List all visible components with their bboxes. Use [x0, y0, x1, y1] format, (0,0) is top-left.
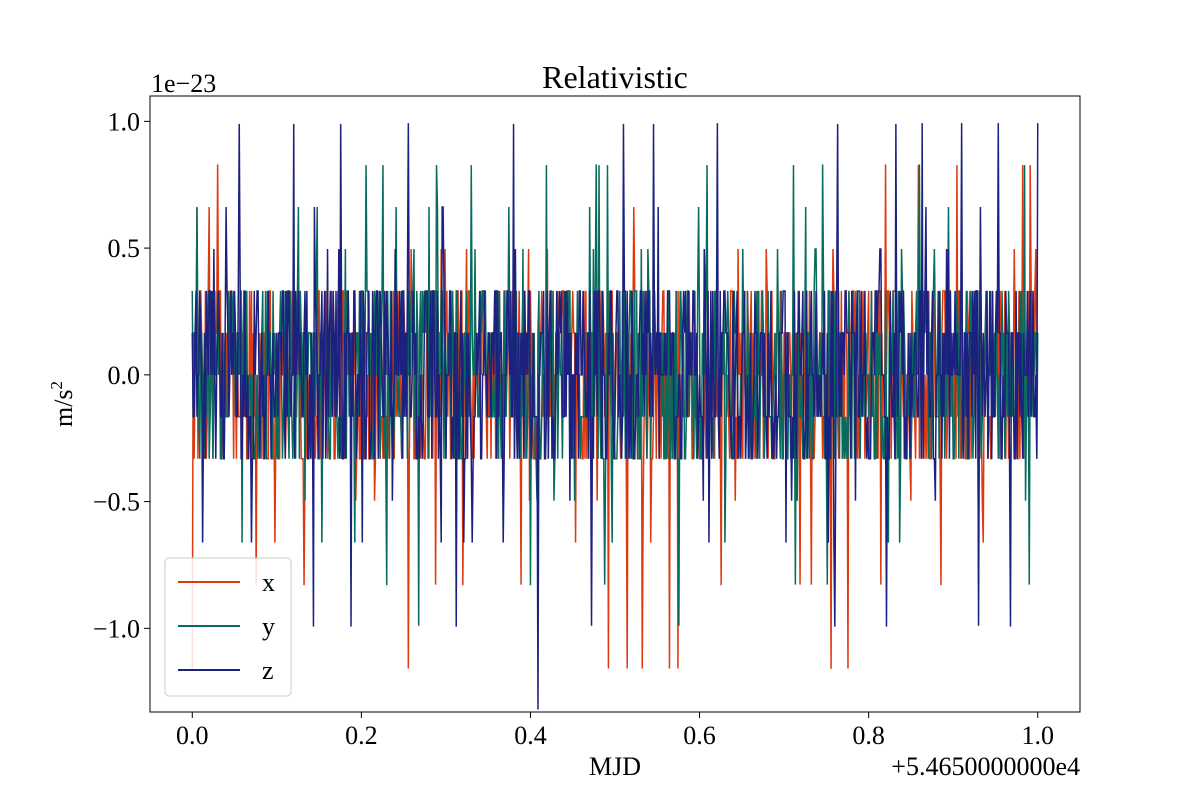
- legend-label-x: x: [262, 568, 275, 597]
- y-tick-label: −0.5: [93, 488, 140, 517]
- x-axis-label: MJD: [589, 752, 641, 781]
- x-tick-label: 0.8: [852, 721, 885, 750]
- x-tick-label: 0.6: [683, 721, 716, 750]
- y-axis-label: m/s2: [47, 381, 78, 427]
- x-axis: 0.0 0.2 0.4 0.6 0.8 1.0: [176, 712, 1054, 750]
- chart-title: Relativistic: [542, 59, 688, 95]
- y-scale-label: 1e−23: [151, 69, 216, 98]
- x-offset-label: +5.4650000000e4: [891, 752, 1080, 781]
- x-tick-label: 0.4: [514, 721, 547, 750]
- y-axis-label-exponent: 2: [47, 381, 66, 390]
- plot-frame: [149, 95, 1081, 713]
- x-tick-label: 0.0: [176, 721, 209, 750]
- series-line-z: [191, 123, 1039, 710]
- x-tick-label: 0.2: [345, 721, 378, 750]
- series-layer: [191, 123, 1039, 710]
- y-tick-label: 0.0: [108, 361, 141, 390]
- y-tick-label: −1.0: [93, 614, 140, 643]
- legend-label-z: z: [262, 656, 274, 685]
- x-tick-label: 1.0: [1021, 721, 1054, 750]
- y-axis-label-unit: m/s: [49, 389, 78, 427]
- y-tick-label: 1.0: [108, 107, 141, 136]
- y-tick-label: 0.5: [108, 234, 141, 263]
- legend-label-y: y: [262, 612, 275, 641]
- y-axis: −1.0 −0.5 0.0 0.5 1.0: [93, 107, 150, 643]
- legend: xyz: [164, 557, 292, 697]
- y-axis-label-group: m/s2: [47, 381, 78, 427]
